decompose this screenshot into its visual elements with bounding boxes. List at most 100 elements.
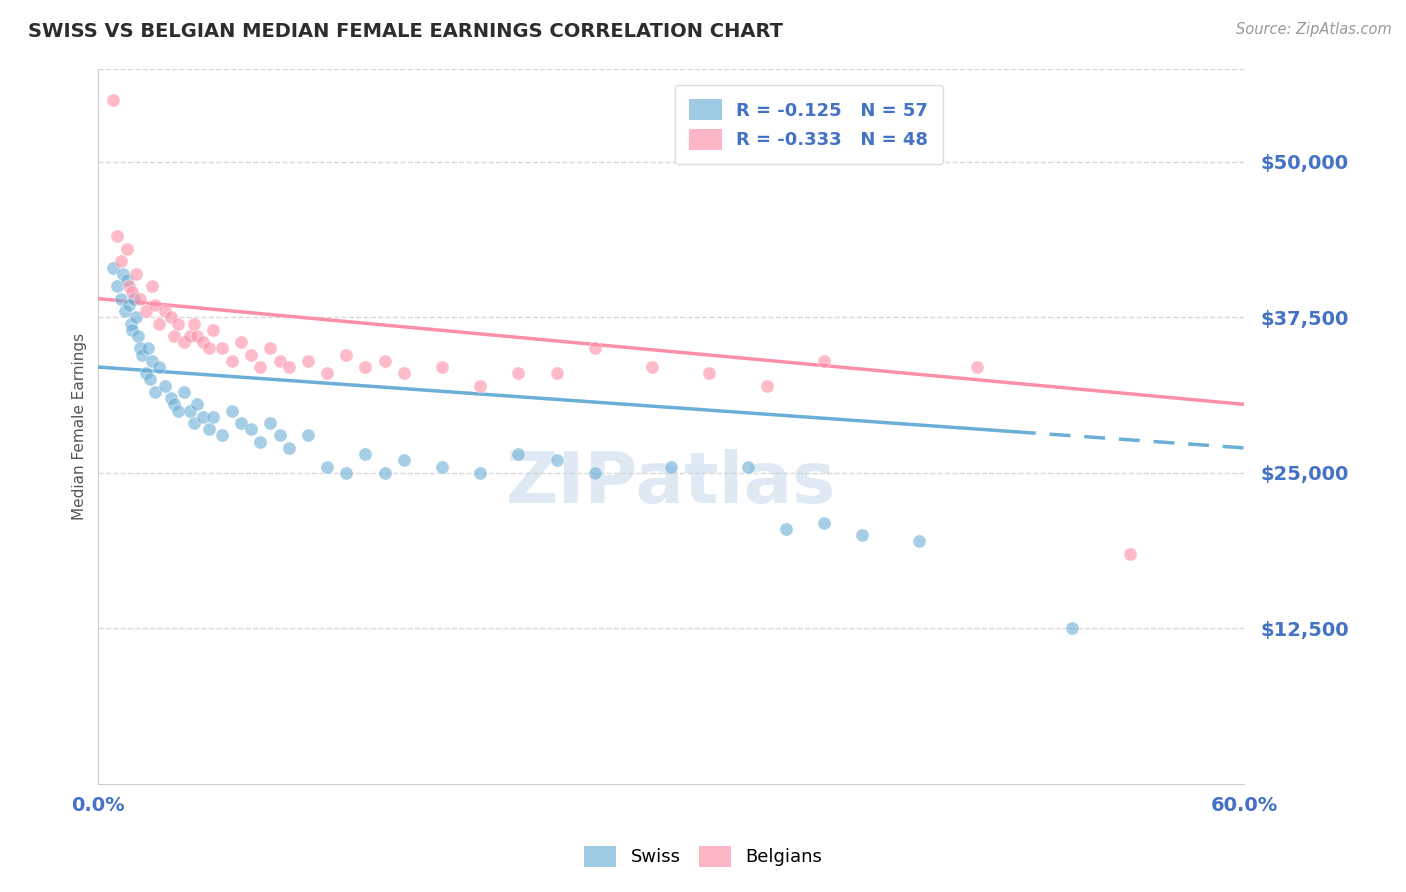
Point <box>546 366 568 380</box>
Point <box>198 422 221 436</box>
Text: SWISS VS BELGIAN MEDIAN FEMALE EARNINGS CORRELATION CHART: SWISS VS BELGIAN MEDIAN FEMALE EARNINGS … <box>28 22 783 41</box>
Point <box>114 304 136 318</box>
Point <box>316 459 339 474</box>
Point <box>966 359 988 374</box>
Point <box>269 354 291 368</box>
Point <box>153 378 176 392</box>
Point <box>110 292 132 306</box>
Point <box>121 323 143 337</box>
Point <box>354 359 377 374</box>
Point <box>430 459 453 474</box>
Point <box>153 304 176 318</box>
Point <box>335 466 357 480</box>
Point <box>173 335 195 350</box>
Point <box>231 416 253 430</box>
Text: Source: ZipAtlas.com: Source: ZipAtlas.com <box>1236 22 1392 37</box>
Point <box>124 292 146 306</box>
Point <box>105 279 128 293</box>
Point <box>198 342 221 356</box>
Point <box>143 298 166 312</box>
Point <box>159 391 181 405</box>
Point <box>737 459 759 474</box>
Point <box>110 254 132 268</box>
Point <box>179 403 201 417</box>
Point <box>813 516 835 530</box>
Legend: R = -0.125   N = 57, R = -0.333   N = 48: R = -0.125 N = 57, R = -0.333 N = 48 <box>675 85 942 164</box>
Point <box>249 434 271 449</box>
Point <box>583 466 606 480</box>
Point <box>141 279 163 293</box>
Point <box>1118 547 1140 561</box>
Point <box>127 329 149 343</box>
Point <box>659 459 682 474</box>
Point <box>908 534 931 549</box>
Point <box>546 453 568 467</box>
Point <box>103 93 125 107</box>
Point <box>183 317 205 331</box>
Point <box>699 366 721 380</box>
Point <box>508 447 530 461</box>
Point <box>239 348 262 362</box>
Point <box>468 378 491 392</box>
Point <box>201 323 224 337</box>
Point <box>167 403 190 417</box>
Point <box>269 428 291 442</box>
Point <box>354 447 377 461</box>
Point <box>278 441 301 455</box>
Point <box>186 329 208 343</box>
Point <box>583 342 606 356</box>
Point <box>186 397 208 411</box>
Point <box>249 359 271 374</box>
Point <box>231 335 253 350</box>
Point <box>211 342 233 356</box>
Point <box>103 260 125 275</box>
Point <box>120 317 142 331</box>
Point <box>125 310 148 325</box>
Point <box>129 342 152 356</box>
Point <box>117 279 139 293</box>
Point <box>468 466 491 480</box>
Point <box>115 242 138 256</box>
Y-axis label: Median Female Earnings: Median Female Earnings <box>72 333 87 520</box>
Point <box>392 366 415 380</box>
Point <box>641 359 664 374</box>
Point <box>141 354 163 368</box>
Point <box>129 292 152 306</box>
Point <box>259 342 281 356</box>
Point <box>167 317 190 331</box>
Point <box>278 359 301 374</box>
Point <box>851 528 873 542</box>
Point <box>135 366 157 380</box>
Point <box>775 522 797 536</box>
Point <box>259 416 281 430</box>
Legend: Swiss, Belgians: Swiss, Belgians <box>576 838 830 874</box>
Point <box>211 428 233 442</box>
Point <box>335 348 357 362</box>
Point <box>136 342 159 356</box>
Point <box>163 397 186 411</box>
Point <box>131 348 153 362</box>
Point <box>813 354 835 368</box>
Point <box>148 359 170 374</box>
Point <box>374 354 396 368</box>
Point <box>183 416 205 430</box>
Point <box>191 409 214 424</box>
Point <box>430 359 453 374</box>
Point <box>316 366 339 380</box>
Point <box>159 310 181 325</box>
Point <box>143 384 166 399</box>
Point <box>755 378 778 392</box>
Point <box>1062 621 1084 635</box>
Point <box>115 273 138 287</box>
Point <box>239 422 262 436</box>
Point <box>111 267 134 281</box>
Point <box>191 335 214 350</box>
Point <box>297 354 319 368</box>
Point <box>297 428 319 442</box>
Point <box>163 329 186 343</box>
Point <box>135 304 157 318</box>
Point <box>221 354 243 368</box>
Point <box>173 384 195 399</box>
Point <box>138 372 160 386</box>
Point <box>179 329 201 343</box>
